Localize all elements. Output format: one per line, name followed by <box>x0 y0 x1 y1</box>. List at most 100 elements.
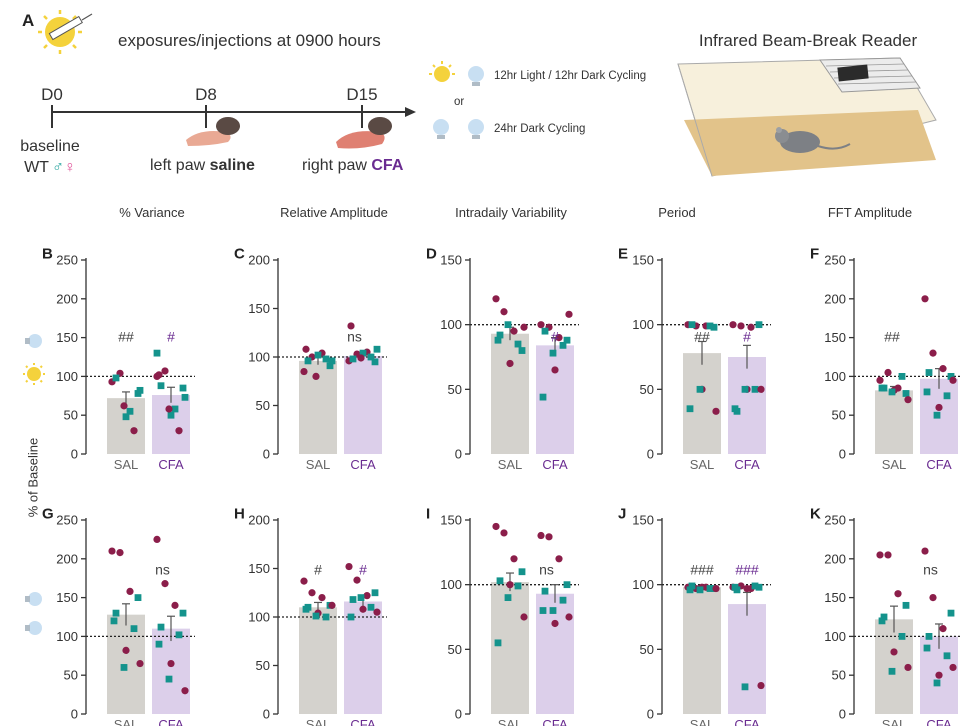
data-point-square <box>925 369 933 376</box>
data-point-square <box>122 413 130 421</box>
data-point-circle <box>122 646 130 654</box>
data-point-circle <box>949 663 957 672</box>
day-8-label: D8 <box>195 85 217 104</box>
y-tick-label: 0 <box>263 447 270 462</box>
significance-annotation: # <box>551 328 559 344</box>
y-tick-label: 0 <box>839 707 846 722</box>
panel-letter: D <box>426 245 437 262</box>
y-tick-label: 150 <box>824 330 846 345</box>
data-point-circle <box>161 367 169 375</box>
data-point-circle <box>318 594 326 602</box>
data-point-circle <box>175 427 183 435</box>
data-point-circle <box>108 547 116 555</box>
significance-annotation: ns <box>347 328 362 344</box>
data-point-square <box>165 675 173 683</box>
data-point-circle <box>949 376 957 384</box>
data-point-circle <box>904 663 912 672</box>
light-cycle-label: 12hr Light / 12hr Dark Cycling <box>494 70 646 82</box>
data-point-square <box>130 625 138 633</box>
data-point-circle <box>737 322 745 330</box>
data-point-circle <box>353 576 361 584</box>
data-point-square <box>514 582 522 590</box>
column-title: Relative Amplitude <box>280 205 388 220</box>
category-label-cfa: CFA <box>542 457 568 470</box>
category-label-sal: SAL <box>882 457 907 470</box>
significance-annotation: ## <box>118 328 134 344</box>
data-point-square <box>888 388 896 396</box>
data-point-square <box>741 683 749 691</box>
data-point-square <box>710 323 718 331</box>
data-point-square <box>518 568 526 576</box>
y-tick-label: 0 <box>263 707 270 722</box>
cfa-bar <box>728 604 766 714</box>
chart-panel-d: D 0 50 100 150 SAL CFA # <box>426 245 579 470</box>
category-label-sal: SAL <box>306 717 331 726</box>
data-point-square <box>755 583 763 591</box>
data-point-square <box>925 633 933 640</box>
category-label-sal: SAL <box>498 717 523 726</box>
category-label-sal: SAL <box>690 717 715 726</box>
data-point-square <box>314 351 322 359</box>
sal-bar <box>491 582 529 714</box>
category-label-sal: SAL <box>498 457 523 470</box>
data-point-square <box>504 321 512 329</box>
data-point-square <box>157 382 165 390</box>
y-tick-label: 150 <box>440 253 462 268</box>
day-15-label: D15 <box>346 85 377 104</box>
data-point-circle <box>492 295 500 303</box>
sun-icon <box>23 363 45 385</box>
data-point-circle <box>302 345 310 353</box>
category-label-cfa: CFA <box>734 717 760 726</box>
data-point-circle <box>757 681 765 690</box>
data-point-square <box>741 385 749 393</box>
category-label-cfa: CFA <box>926 457 952 470</box>
data-point-circle <box>555 334 563 342</box>
chart-panel-k: K 0 50 100 150 200 250 SAL CFA ns <box>810 505 960 726</box>
data-point-square <box>947 373 955 380</box>
data-point-circle <box>712 584 720 593</box>
data-point-square <box>134 594 142 601</box>
cfa-bar <box>344 356 382 454</box>
y-tick-label: 100 <box>248 350 270 365</box>
data-point-square <box>933 679 941 687</box>
data-point-square <box>563 581 571 589</box>
data-point-square <box>494 336 502 344</box>
data-point-circle <box>747 323 755 331</box>
panel-letter: E <box>618 245 628 262</box>
data-point-square <box>518 347 526 354</box>
significance-annotation: # <box>167 328 175 344</box>
data-point-square <box>359 349 367 357</box>
data-point-circle <box>757 385 765 393</box>
data-point-square <box>494 639 502 647</box>
or-label: or <box>454 96 464 108</box>
data-point-circle <box>359 605 367 613</box>
data-point-circle <box>500 529 508 537</box>
data-point-square <box>539 393 547 401</box>
panel-letter: C <box>234 245 245 262</box>
data-point-circle <box>500 308 508 316</box>
data-point-circle <box>161 580 169 588</box>
data-point-circle <box>884 368 892 377</box>
y-tick-label: 250 <box>824 513 846 528</box>
data-point-square <box>112 374 120 382</box>
y-tick-label: 150 <box>56 590 78 605</box>
y-tick-label: 100 <box>440 317 462 332</box>
panel-letter: I <box>426 505 430 522</box>
dark-bulb-icon <box>25 621 42 635</box>
data-point-circle <box>308 589 316 597</box>
data-point-square <box>504 594 512 601</box>
dark-bulb-icon <box>468 119 484 139</box>
data-point-square <box>126 407 134 415</box>
data-point-circle <box>126 587 134 595</box>
data-point-square <box>349 596 357 603</box>
y-tick-label: 200 <box>824 551 846 566</box>
column-title: % Variance <box>119 205 185 220</box>
y-tick-label: 150 <box>248 561 270 576</box>
panel-letter: B <box>42 245 53 262</box>
data-point-square <box>157 623 165 631</box>
data-point-square <box>923 388 931 396</box>
data-point-square <box>943 392 951 400</box>
female-symbol: ♀ <box>64 159 76 176</box>
